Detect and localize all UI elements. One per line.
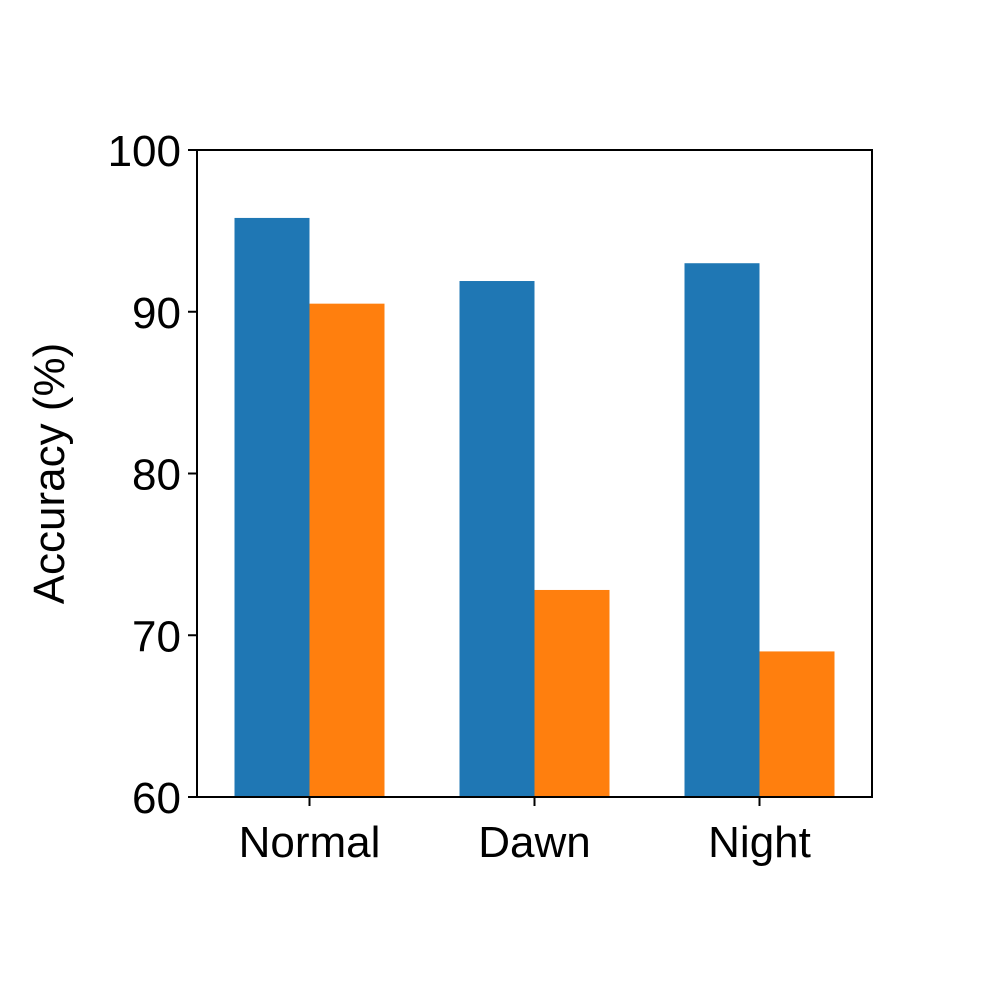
bar-dawn-series-2: [534, 589, 610, 797]
bar-dawn-series-1: [459, 281, 535, 798]
y-tick-label: 90: [132, 289, 181, 338]
y-tick-label: 80: [132, 451, 181, 500]
y-tick-label: 100: [108, 127, 181, 176]
x-tick-label-dawn: Dawn: [478, 818, 591, 867]
y-axis-label: Accuracy (%): [25, 343, 74, 605]
y-tick-label: 60: [132, 774, 181, 823]
y-axis-ticks: 60 70 80 90 100: [108, 127, 197, 823]
x-axis-ticks: Normal Dawn Night: [239, 797, 811, 867]
y-tick-label: 70: [132, 612, 181, 661]
bar-night-series-2: [759, 651, 835, 797]
bar-night-series-1: [684, 263, 760, 798]
x-tick-label-night: Night: [708, 818, 811, 867]
bars-group: [234, 217, 835, 798]
bar-normal-series-1: [234, 217, 310, 797]
bar-normal-series-2: [309, 303, 385, 797]
x-tick-label-normal: Normal: [239, 818, 381, 867]
